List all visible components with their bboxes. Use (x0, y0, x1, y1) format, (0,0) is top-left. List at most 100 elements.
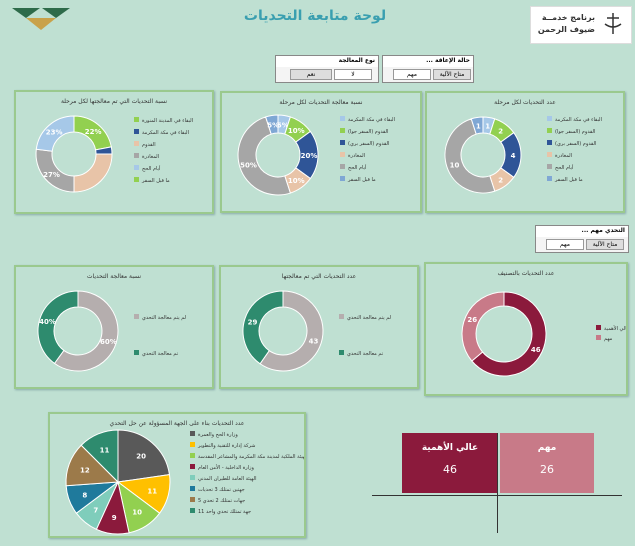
c1-data-label-4: 10 (450, 161, 460, 169)
table-baseline (372, 495, 622, 496)
classification-table: عالي الأهمية 46 مهم 26 (372, 433, 622, 533)
c6-legend-label-1: تم معالجة التحدي (142, 351, 179, 357)
c1-legend-swatch-3 (547, 152, 552, 157)
chart-panel-processed-count: عدد التحديات التي تم معالجتها 43 29 لم يتم … (219, 265, 419, 389)
slicer-2-title: حالة الإعاقة ... (383, 56, 473, 67)
c3-legend-label-3: المغادرة (142, 154, 159, 160)
table-divider (497, 433, 498, 533)
c5-svg: عدد التحديات التي تم معالجتها 43 29 لم يتم … (242, 273, 392, 372)
c3-legend-label-0: البقاء في المدينة المنورة (142, 118, 193, 124)
c4-title: عدد التحديات بالتصنيف (498, 270, 555, 277)
c5-data-label-0: 43 (309, 338, 319, 346)
c6-data-label-0: 60% (100, 338, 117, 346)
c1-legend-label-3: المغادرة (555, 153, 572, 159)
page-title: لوحة متابعة التحديات (243, 8, 387, 24)
c3-legend-label-4: أيام الحج (142, 165, 161, 172)
c7-title: عدد التحديات بناء على الجهة المسؤولة عن … (110, 420, 245, 427)
logo-line-2: ضيوف الرحمن (537, 25, 595, 34)
c2-data-label-5: 5% (267, 121, 279, 129)
c1-legend-swatch-1 (547, 128, 552, 133)
c7-legend-label-1: شركة إدارة للتقنية والتطوير (197, 443, 255, 449)
c7-legend-label-2: الهيئة الملكية لمدينة مكة المكرمة والمشا… (198, 454, 304, 460)
c1-legend-label-1: القدوم (السفر جوا) (555, 129, 595, 135)
c3-legend-swatch-2 (134, 141, 139, 146)
c7-legend-swatch-2 (190, 453, 195, 458)
c2-slice-4[interactable] (237, 116, 291, 196)
c2-slice-5[interactable] (265, 114, 279, 135)
slicer-2-btn-1[interactable]: متاح الآلية (433, 69, 471, 80)
c1-legend-swatch-5 (547, 176, 552, 181)
c7-slice-7[interactable] (80, 429, 119, 484)
slicer-3-btn-1[interactable]: متاح الآلية (586, 239, 624, 250)
c5-slice-1[interactable] (242, 290, 284, 365)
c7-data-label-3: 9 (112, 514, 117, 522)
c7-legend-swatch-5 (190, 486, 195, 491)
c4-slice-1[interactable] (461, 291, 505, 362)
slicer-3[interactable]: التحدي مهم ... متاح الآلية مهم (535, 225, 629, 253)
c7-slice-0[interactable] (117, 429, 171, 483)
c6-slice-0[interactable] (53, 290, 119, 372)
c3-slice-4[interactable] (35, 115, 75, 152)
c2-legend-swatch-1 (340, 128, 345, 133)
c1-data-label-2: 4 (511, 152, 516, 160)
c2-svg: نسبة معالجة التحديات لكل مرحلة5%10%20%10… (237, 99, 395, 196)
c2-legend-label-2: القدوم (السفر بري) (348, 141, 389, 147)
slicer-1-btn-2[interactable]: لا (334, 69, 372, 80)
c4-slice-0[interactable] (471, 291, 547, 377)
c2-legend-label-3: المغادرة (348, 153, 365, 159)
c3-legend-swatch-1 (134, 129, 139, 134)
table-col2-value: 26 (540, 463, 554, 476)
c1-legend-label-5: ما قبل السفر (554, 177, 583, 183)
slicer-2-btn-2[interactable]: مهم (393, 69, 431, 80)
chart-panel-processing-ratio: نسبة معالجة التحديات 60% 40% لم يتم معالجة … (14, 265, 214, 389)
c1-title: عدد التحديات لكل مرحلة (494, 99, 556, 106)
c5-legend-swatch-0 (339, 314, 344, 319)
slicer-3-title: التحدي مهم ... (536, 226, 628, 237)
chart-panel-processing-ratio-per-stage: نسبة معالجة التحديات لكل مرحلة 5% 10% 20% 10… (220, 91, 422, 213)
c7-legend-label-4: الهيئة العامة للطيران المدني (198, 476, 257, 482)
slicer-3-btn-2[interactable]: مهم (546, 239, 584, 250)
c1-slice-4[interactable] (444, 118, 496, 194)
c6-legend-label-0: لم يتم معالجة التحدي (142, 315, 187, 321)
c7-data-label-6: 12 (80, 467, 90, 475)
chart-panel-by-classification: عدد التحديات بالتصنيف 46 26 عالي الأهمية مهم (424, 262, 628, 396)
c7-data-label-4: 7 (93, 507, 98, 515)
c1-legend-label-0: البقاء في مكة المكرمة (555, 117, 602, 123)
c4-legend-swatch-1 (596, 335, 601, 340)
c3-slice-2[interactable] (73, 153, 113, 193)
c3-legend-swatch-5 (134, 177, 139, 182)
c5-data-label-1: 29 (248, 318, 258, 326)
c3-legend-swatch-0 (134, 117, 139, 122)
c2-data-label-4: 50% (240, 162, 257, 170)
slicer-1[interactable]: نوع المعالجة نعم لا (275, 55, 379, 83)
c5-slice-0[interactable] (259, 290, 324, 372)
c6-data-label-1: 40% (39, 318, 56, 326)
c7-data-label-5: 8 (82, 491, 87, 499)
c3-svg: نسبة التحديات التي تم معالجتها لكل مرحلة… (35, 98, 193, 193)
c2-legend-label-5: ما قبل السفر (347, 177, 376, 183)
c1-legend-label-4: أيام الحج (555, 164, 574, 171)
c1-slice-5[interactable] (470, 116, 484, 135)
c7-data-label-2: 10 (132, 509, 142, 517)
program-logo: برنامج خدمــة ضيوف الرحمن (530, 6, 632, 44)
c3-legend-label-1: البقاء في مكة المكرمة (142, 130, 189, 136)
c3-data-label-4: 23% (46, 128, 63, 136)
slicer-2[interactable]: حالة الإعاقة ... متاح الآلية مهم (382, 55, 474, 83)
c3-legend-swatch-3 (134, 153, 139, 158)
c1-legend-swatch-0 (547, 116, 552, 121)
c7-legend-swatch-0 (190, 431, 195, 436)
c2-data-label-2: 20% (301, 152, 318, 160)
c7-svg: عدد التحديات بناء على الجهة المسؤولة عن … (65, 420, 304, 535)
c7-legend-label-6: 5 جهات تمتلك 2 تحدي (198, 498, 245, 504)
c7-data-label-1: 11 (147, 488, 157, 496)
logo-line-1: برنامج خدمــة (541, 13, 595, 22)
slicer-1-title: نوع المعالجة (276, 56, 378, 67)
slicer-1-btn-1[interactable]: نعم (290, 69, 332, 80)
c3-data-label-0: 22% (85, 128, 102, 136)
c4-legend-label-1: مهم (604, 336, 613, 342)
c5-legend-label-1: تم معالجة التحدي (347, 351, 384, 357)
c3-legend-swatch-4 (134, 165, 139, 170)
c6-slice-1[interactable] (37, 290, 79, 365)
c7-legend-swatch-1 (190, 442, 195, 447)
